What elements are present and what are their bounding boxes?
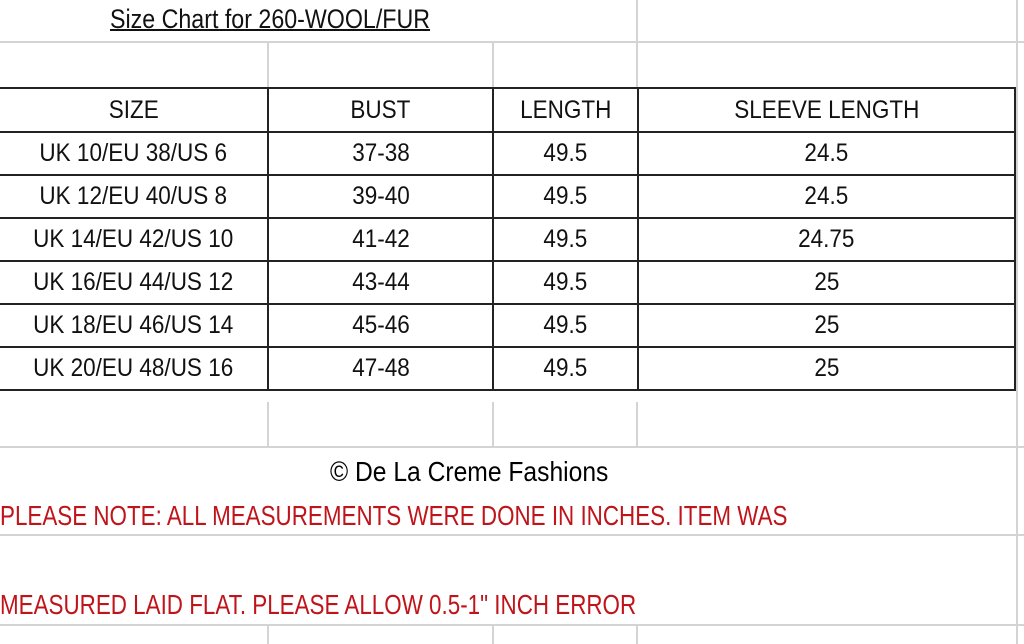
cell-bust: 43-44 xyxy=(267,260,494,305)
cell-length: 49.5 xyxy=(492,131,639,176)
table-row: UK 18/EU 46/US 14 45-46 49.5 25 xyxy=(0,303,1016,348)
cell-sleeve: 25 xyxy=(637,346,1016,391)
gridline xyxy=(267,42,269,88)
cell-bust: 47-48 xyxy=(267,346,494,391)
gridline xyxy=(492,42,494,88)
table-header-row: SIZE BUST LENGTH SLEEVE LENGTH xyxy=(0,87,1016,133)
cell-size: UK 10/EU 38/US 6 xyxy=(0,131,269,176)
cell-sleeve: 24.5 xyxy=(637,174,1016,219)
cell-length: 49.5 xyxy=(492,346,639,391)
table-row: UK 14/EU 42/US 10 41-42 49.5 24.75 xyxy=(0,217,1016,262)
table-row: UK 16/EU 44/US 12 43-44 49.5 25 xyxy=(0,260,1016,305)
chart-title: Size Chart for 260-WOOL/FUR xyxy=(110,4,431,34)
gridline xyxy=(492,625,494,644)
table-row: UK 12/EU 40/US 8 39-40 49.5 24.5 xyxy=(0,174,1016,219)
cell-sleeve: 25 xyxy=(637,303,1016,348)
gridline xyxy=(492,402,494,447)
cell-size: UK 12/EU 40/US 8 xyxy=(0,174,269,219)
cell-size: UK 14/EU 42/US 10 xyxy=(0,217,269,262)
cell-sleeve: 24.5 xyxy=(637,131,1016,176)
size-table: SIZE BUST LENGTH SLEEVE LENGTH UK 10/EU … xyxy=(0,87,1016,391)
cell-size: UK 20/EU 48/US 16 xyxy=(0,346,269,391)
header-size: SIZE xyxy=(0,87,269,133)
gridline xyxy=(0,534,1024,536)
gridline xyxy=(0,446,1024,448)
cell-length: 49.5 xyxy=(492,260,639,305)
measurement-note-line-1: PLEASE NOTE: ALL MEASUREMENTS WERE DONE … xyxy=(0,500,788,531)
gridline xyxy=(636,0,638,88)
gridline xyxy=(0,624,1024,626)
header-sleeve-length: SLEEVE LENGTH xyxy=(637,87,1016,133)
header-bust: BUST xyxy=(267,87,494,133)
cell-size: UK 18/EU 46/US 14 xyxy=(0,303,269,348)
cell-length: 49.5 xyxy=(492,303,639,348)
cell-size: UK 16/EU 44/US 12 xyxy=(0,260,269,305)
table-row: UK 10/EU 38/US 6 37-38 49.5 24.5 xyxy=(0,131,1016,176)
gridline xyxy=(1016,0,1018,644)
cell-sleeve: 25 xyxy=(637,260,1016,305)
gridline xyxy=(0,41,1024,43)
gridline xyxy=(267,402,269,447)
cell-bust: 37-38 xyxy=(267,131,494,176)
cell-sleeve: 24.75 xyxy=(637,217,1016,262)
gridline xyxy=(267,625,269,644)
gridline xyxy=(636,625,638,644)
header-length: LENGTH xyxy=(492,87,639,133)
gridline xyxy=(636,402,638,447)
cell-bust: 41-42 xyxy=(267,217,494,262)
cell-length: 49.5 xyxy=(492,217,639,262)
measurement-note-line-2: MEASURED LAID FLAT. PLEASE ALLOW 0.5-1" … xyxy=(0,589,637,620)
watermark: © De La Creme Fashions xyxy=(330,456,609,487)
cell-bust: 39-40 xyxy=(267,174,494,219)
cell-bust: 45-46 xyxy=(267,303,494,348)
cell-length: 49.5 xyxy=(492,174,639,219)
table-row: UK 20/EU 48/US 16 47-48 49.5 25 xyxy=(0,346,1016,391)
